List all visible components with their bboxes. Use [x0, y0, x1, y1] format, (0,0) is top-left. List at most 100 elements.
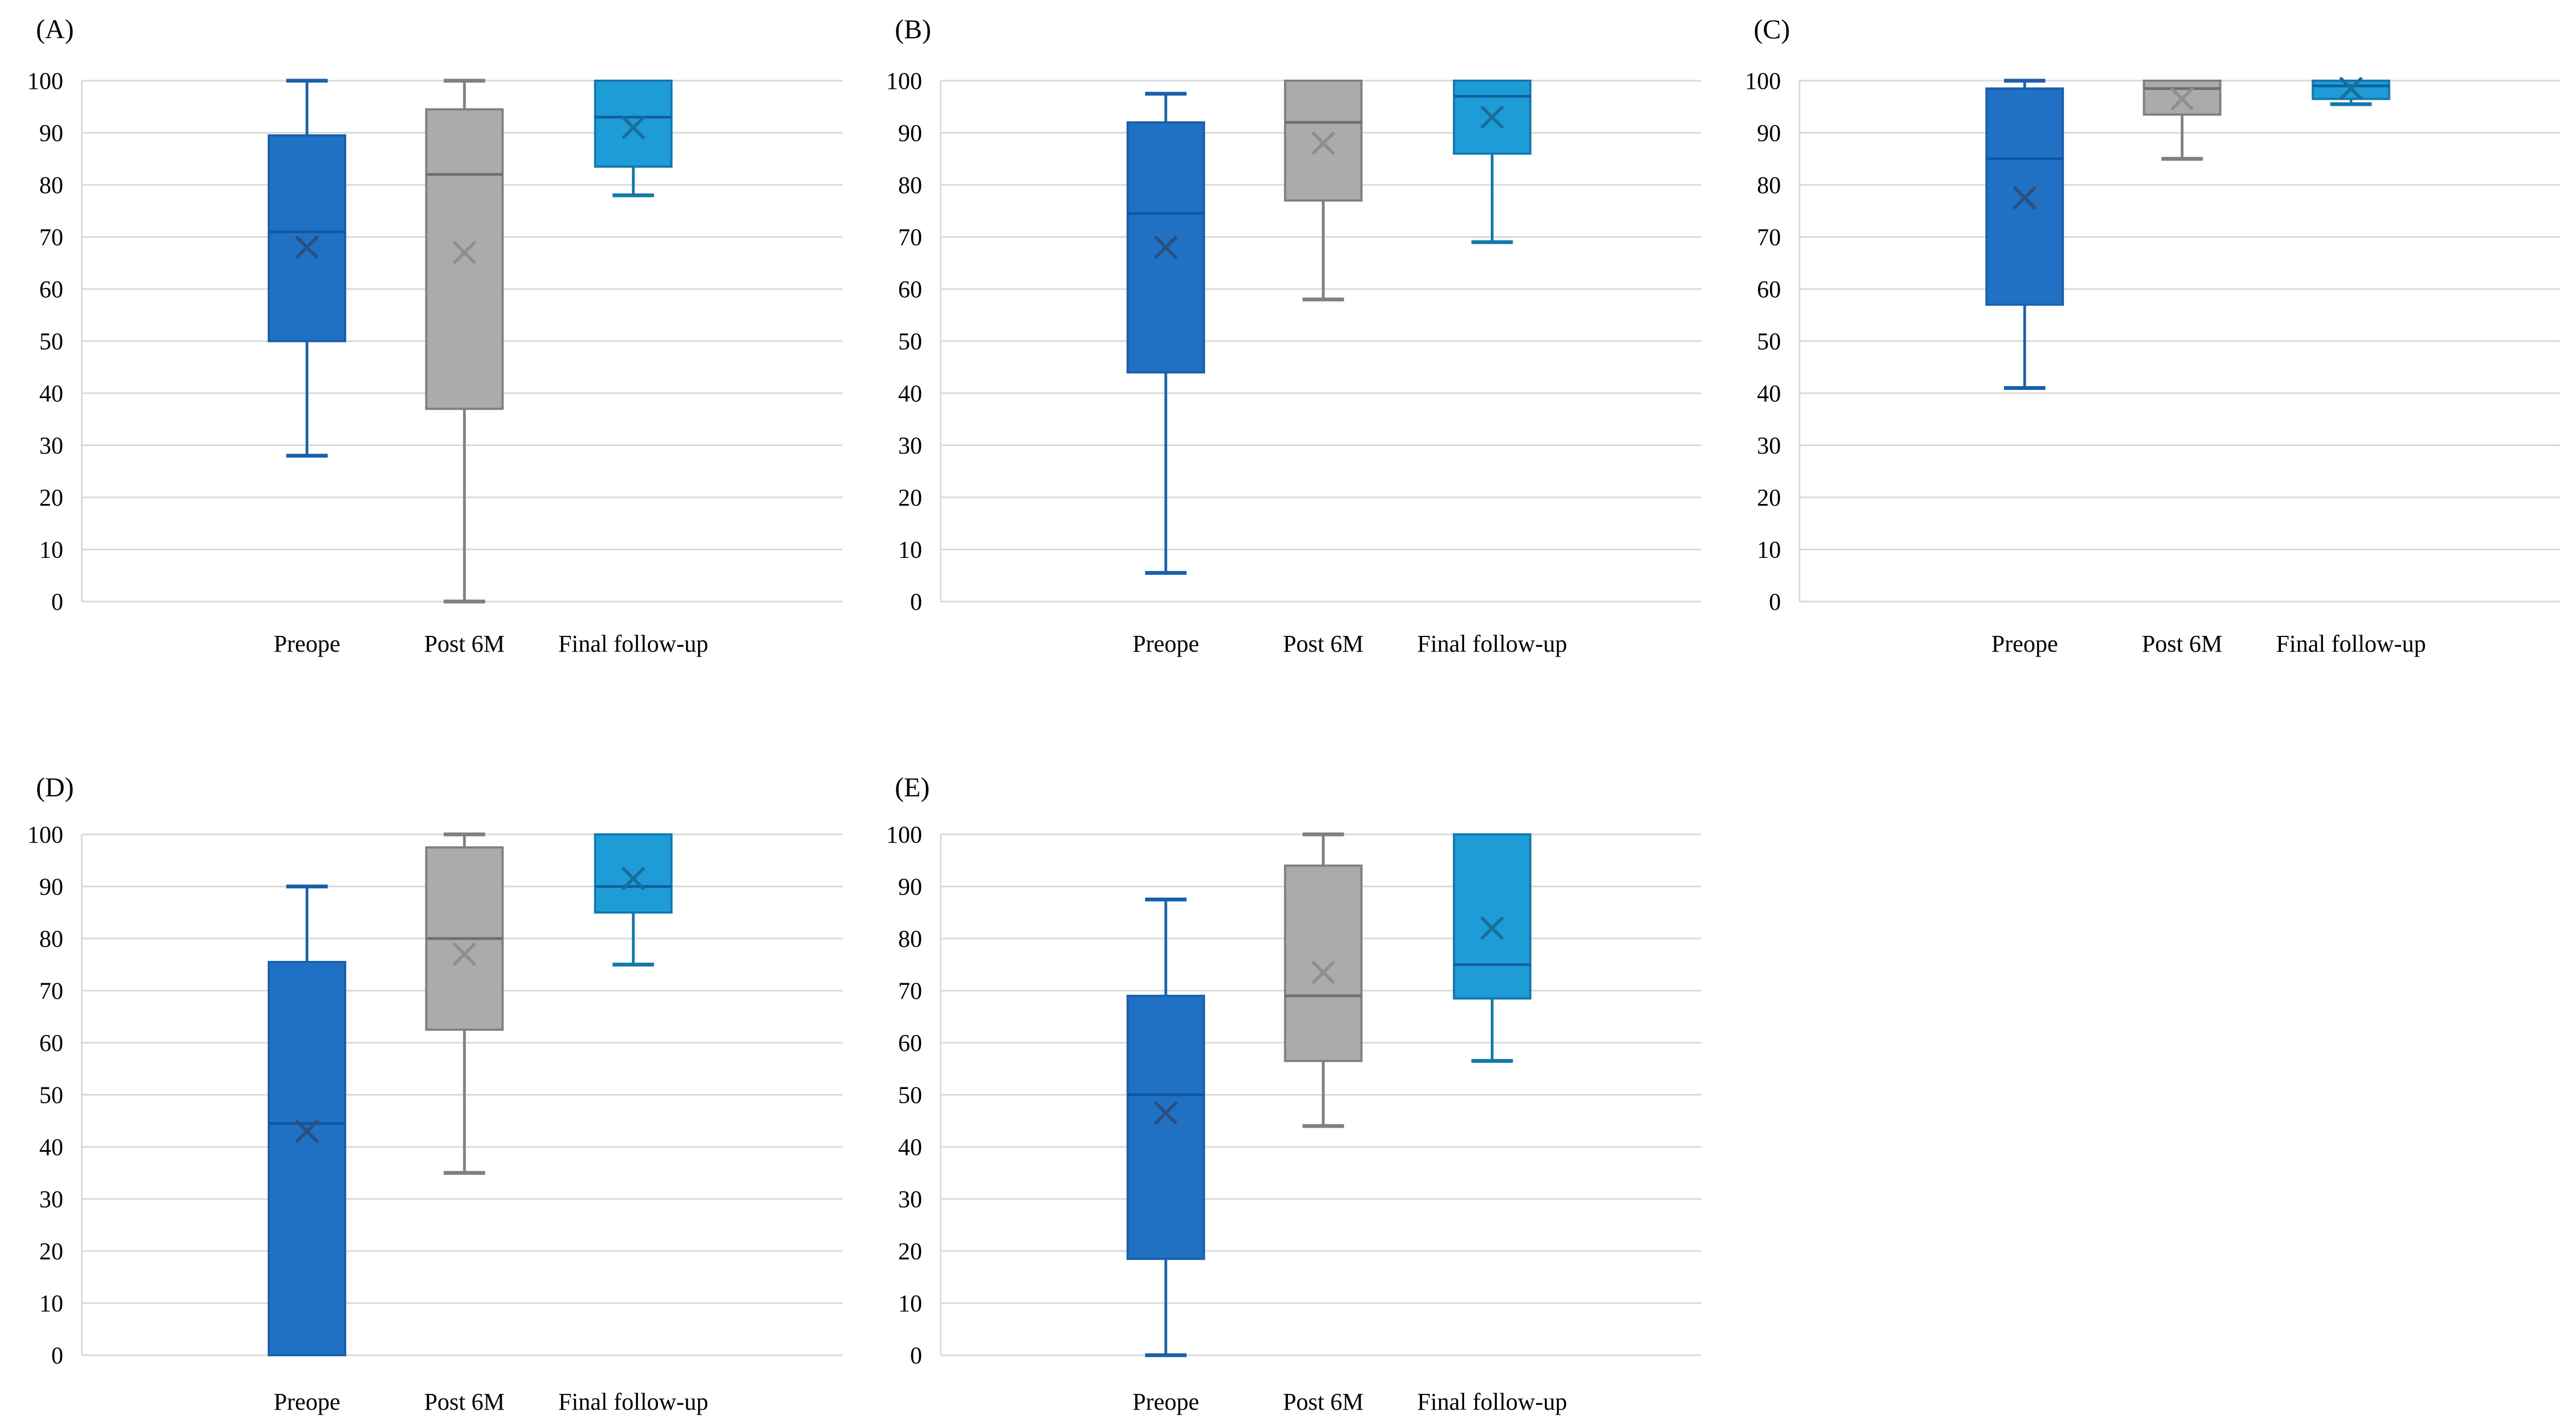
box-post6m	[425, 108, 504, 410]
boxplot-chart-c: 0 10 20 30 40 50 60 70 80 90 100 Preope Post 6M Final…	[1745, 68, 2560, 657]
y-tick-label: 10	[39, 1290, 63, 1317]
y-tick-label: 90	[898, 874, 922, 900]
y-tick-label: 0	[910, 1342, 922, 1369]
y-tick-label: 60	[39, 276, 63, 303]
box-post6m	[1284, 80, 1363, 202]
box-preope	[1126, 995, 1205, 1260]
chart-panel-a: (A) 0 10 20 30 40 50 60 70 80 90 100 Preope Post 6M F…	[0, 0, 859, 709]
mean-marker	[2339, 77, 2363, 100]
x-category-label: Post 6M	[424, 1388, 505, 1415]
y-tick-label: 90	[39, 874, 63, 900]
x-category-label: Preope	[274, 630, 340, 657]
x-category-label: Post 6M	[1283, 630, 1364, 657]
mean-marker	[1154, 236, 1177, 259]
x-category-label: Preope	[1991, 630, 2058, 657]
panel-label-a: (A)	[36, 14, 74, 44]
mean-marker	[1480, 916, 1504, 940]
boxplot-chart-a: 0 10 20 30 40 50 60 70 80 90 100 Preope Post 6M Final…	[27, 68, 842, 657]
chart-panel-e: (E) 0 10 20 30 40 50 60 70 80 90 100 Preope Post 6M F…	[859, 709, 1718, 1425]
x-category-label: Final follow-up	[1417, 630, 1567, 657]
y-tick-label: 50	[1757, 328, 1781, 355]
y-tick-label: 10	[898, 537, 922, 563]
y-tick-label: 0	[910, 588, 922, 615]
mean-marker	[1311, 961, 1335, 984]
mean-marker	[622, 867, 645, 891]
mean-marker	[1154, 1101, 1177, 1125]
boxplot-chart-b: 0 10 20 30 40 50 60 70 80 90 100 Preope Post 6M Final…	[886, 68, 1701, 657]
y-tick-label: 60	[898, 276, 922, 303]
x-category-label: Post 6M	[1283, 1388, 1364, 1415]
y-tick-label: 70	[898, 978, 922, 1005]
x-category-label: Preope	[274, 1388, 340, 1415]
y-tick-label: 40	[39, 380, 63, 407]
y-tick-label: 80	[39, 172, 63, 199]
mean-marker	[2013, 186, 2036, 209]
y-tick-label: 0	[51, 1342, 63, 1369]
y-tick-label: 50	[898, 328, 922, 355]
x-category-label: Final follow-up	[2276, 630, 2426, 657]
y-tick-label: 40	[1757, 380, 1781, 407]
y-tick-label: 10	[1757, 537, 1781, 563]
y-tick-label: 10	[39, 537, 63, 563]
y-tick-label: 60	[898, 1030, 922, 1056]
y-tick-label: 100	[27, 68, 63, 94]
mean-marker	[295, 236, 318, 259]
y-tick-label: 40	[39, 1134, 63, 1161]
y-tick-label: 90	[39, 120, 63, 147]
x-category-label: Final follow-up	[558, 630, 708, 657]
panel-label-b: (B)	[895, 14, 931, 44]
chart-panel-c: (C) 0 10 20 30 40 50 60 70 80 90 100 Preope Post 6M F…	[1718, 0, 2576, 709]
y-tick-label: 100	[1745, 68, 1781, 94]
y-tick-label: 40	[898, 380, 922, 407]
y-tick-label: 90	[898, 120, 922, 147]
box-final	[594, 833, 673, 914]
panel-label-c: (C)	[1754, 14, 1790, 44]
y-tick-label: 30	[39, 1186, 63, 1213]
y-tick-label: 60	[1757, 276, 1781, 303]
y-tick-label: 70	[898, 224, 922, 251]
y-tick-label: 80	[898, 925, 922, 952]
chart-panel-d: (D) 0 10 20 30 40 50 60 70 80 90 100 Preope Post 6M F…	[0, 709, 859, 1425]
y-tick-label: 90	[1757, 120, 1781, 147]
y-tick-label: 50	[39, 328, 63, 355]
y-tick-label: 100	[886, 68, 922, 94]
y-tick-label: 50	[39, 1082, 63, 1109]
empty-cell	[1718, 709, 2576, 1425]
y-tick-label: 50	[898, 1082, 922, 1109]
y-tick-label: 30	[898, 1186, 922, 1213]
box-final	[1453, 833, 1532, 1000]
boxplot-chart-d: 0 10 20 30 40 50 60 70 80 90 100 Preope Post 6M Final…	[27, 821, 842, 1415]
y-tick-label: 100	[27, 821, 63, 848]
y-tick-label: 70	[39, 224, 63, 251]
x-category-label: Final follow-up	[558, 1388, 708, 1415]
boxplot-chart-e: 0 10 20 30 40 50 60 70 80 90 100 Preope Post 6M Final…	[886, 821, 1701, 1415]
panel-label-d: (D)	[36, 772, 74, 802]
box-post6m	[1284, 864, 1363, 1062]
y-tick-label: 70	[39, 978, 63, 1005]
y-tick-label: 80	[898, 172, 922, 199]
y-tick-label: 40	[898, 1134, 922, 1161]
box-preope	[267, 960, 346, 1357]
panel-label-e: (E)	[895, 772, 930, 802]
x-category-label: Post 6M	[424, 630, 505, 657]
y-tick-label: 30	[1757, 432, 1781, 459]
y-tick-label: 0	[1769, 588, 1781, 615]
x-category-label: Final follow-up	[1417, 1388, 1567, 1415]
y-tick-label: 20	[898, 1238, 922, 1265]
x-category-label: Preope	[1133, 630, 1199, 657]
y-tick-label: 20	[898, 484, 922, 511]
y-tick-label: 80	[1757, 172, 1781, 199]
y-tick-label: 20	[39, 1238, 63, 1265]
x-category-label: Preope	[1133, 1388, 1199, 1415]
y-tick-label: 30	[898, 432, 922, 459]
y-tick-label: 60	[39, 1030, 63, 1056]
mean-marker	[453, 942, 476, 966]
y-tick-label: 10	[898, 1290, 922, 1317]
mean-marker	[1480, 105, 1504, 129]
y-tick-label: 80	[39, 925, 63, 952]
y-tick-label: 30	[39, 432, 63, 459]
x-category-label: Post 6M	[2142, 630, 2223, 657]
box-final	[594, 80, 673, 168]
